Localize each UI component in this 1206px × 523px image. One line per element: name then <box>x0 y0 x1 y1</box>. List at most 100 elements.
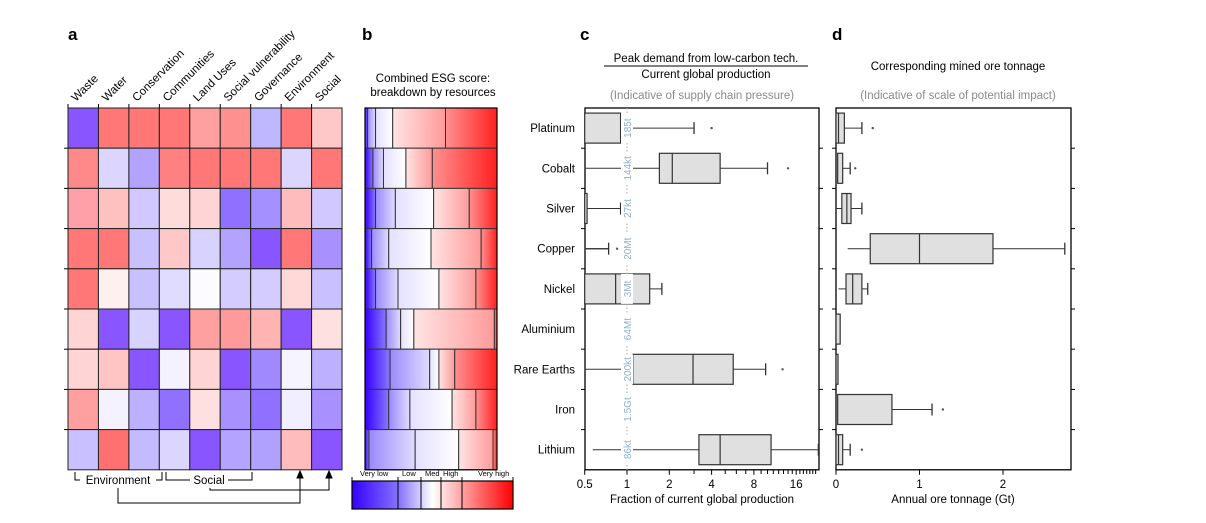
stacked-segment <box>389 348 431 390</box>
outlier-point <box>781 368 784 371</box>
heatmap-cell <box>97 107 130 149</box>
heatmap-cell <box>219 388 252 431</box>
heatmap-cell <box>219 187 252 230</box>
row-label: Iron <box>555 405 575 417</box>
heatmap-cell <box>219 308 252 350</box>
outlier-point <box>854 167 857 170</box>
group-brackets <box>74 469 333 504</box>
stacked-segment <box>413 308 495 350</box>
production-label: 3Mt <box>623 280 634 297</box>
label-bg <box>621 233 633 264</box>
stacked-segment <box>400 308 415 350</box>
stacked-segment <box>431 147 498 189</box>
production-label: 200kt <box>623 357 634 382</box>
box <box>584 192 588 225</box>
x-tick-label: 2 <box>1000 479 1006 491</box>
stacked-segment <box>397 268 440 310</box>
production-label: 20Mt <box>623 237 634 259</box>
box <box>584 273 651 305</box>
row-label: Platinum <box>530 123 575 135</box>
group-label-social: Social <box>193 475 224 487</box>
heatmap-cell <box>280 147 313 189</box>
colorbar-label: Low <box>402 469 416 478</box>
heatmap-cell <box>97 429 130 471</box>
production-label: 64Mt <box>623 318 634 340</box>
label-bg <box>621 354 633 385</box>
stacked-segment <box>367 107 377 149</box>
heatmap-cell <box>128 308 160 350</box>
row-label: Rare Earths <box>514 364 576 376</box>
heatmap-cell <box>280 268 313 310</box>
box <box>632 353 734 385</box>
heatmap-cell <box>250 147 282 189</box>
heatmap-cell <box>97 308 130 350</box>
heatmap-cell <box>280 308 313 350</box>
column-label: Waste <box>70 73 101 104</box>
stacked-segment <box>480 228 498 270</box>
heatmap-cell <box>250 187 282 230</box>
stacked-segment <box>364 348 391 390</box>
heatmap-cell <box>97 187 130 230</box>
heatmap-cell <box>128 107 160 149</box>
stacked-segment <box>475 388 498 431</box>
heatmap-cell <box>189 388 221 431</box>
heatmap-cell <box>219 348 252 390</box>
stacked-segment <box>364 308 387 350</box>
heatmap-cell <box>219 107 252 149</box>
stacked-segment <box>375 107 394 149</box>
colorbar-gradient <box>351 480 514 510</box>
outlier-point <box>941 408 945 411</box>
heatmap-cell <box>67 388 99 431</box>
outlier-point <box>615 247 619 250</box>
heatmap-cell <box>97 348 130 390</box>
box <box>584 112 622 144</box>
stacked-segment <box>388 228 432 270</box>
heatmap-cell <box>97 228 130 270</box>
production-label: 27kt <box>623 199 634 218</box>
heatmap-cell <box>311 228 343 270</box>
heatmap-cell <box>280 388 313 431</box>
heatmap-cell <box>158 268 191 310</box>
stacked-segment <box>368 429 416 471</box>
heatmap-cell <box>128 147 160 189</box>
x-tick-label: 8 <box>751 479 757 491</box>
heatmap-cell <box>189 429 221 471</box>
stacked-segment <box>475 268 498 310</box>
heatmap-cell <box>158 187 191 230</box>
outlier-point <box>871 126 874 130</box>
heatmap-cell <box>67 107 99 149</box>
stacked-segment <box>451 388 477 431</box>
heatmap-cell <box>219 429 252 471</box>
heatmap-cell <box>67 429 99 471</box>
box <box>845 273 863 305</box>
column-label: Water <box>100 74 130 104</box>
panel-label-d: d <box>832 25 842 44</box>
box <box>835 313 841 345</box>
panel-d-subtitle: (Indicative of scale of potential impact… <box>860 90 1056 102</box>
heatmap-cell <box>189 268 221 310</box>
heatmap-cell <box>128 429 160 471</box>
heatmap-cell <box>128 228 160 270</box>
heatmap-cell <box>189 107 221 149</box>
heatmap-cell <box>311 348 343 390</box>
panel-c-xlabel: Fraction of current global production <box>610 494 794 506</box>
x-tick-label: 0.5 <box>577 479 593 491</box>
heatmap-cell <box>311 268 343 310</box>
heatmap-cell <box>250 429 282 471</box>
heatmap-cell <box>67 228 99 270</box>
heatmap-cell <box>158 429 191 471</box>
panel-c-title-denominator: Current global production <box>641 69 770 81</box>
column-label: Social <box>313 73 344 104</box>
stacked-segment <box>364 228 373 270</box>
label-bg <box>621 273 633 304</box>
stacked-segment <box>392 107 447 149</box>
heatmap-cell <box>67 268 99 310</box>
heatmap-cell <box>158 308 191 350</box>
heatmap-cell <box>280 429 313 471</box>
x-tick-label: 4 <box>708 479 715 491</box>
heatmap-cell <box>97 268 130 310</box>
heatmap-cell <box>311 107 343 149</box>
stacked-segment <box>445 107 498 149</box>
